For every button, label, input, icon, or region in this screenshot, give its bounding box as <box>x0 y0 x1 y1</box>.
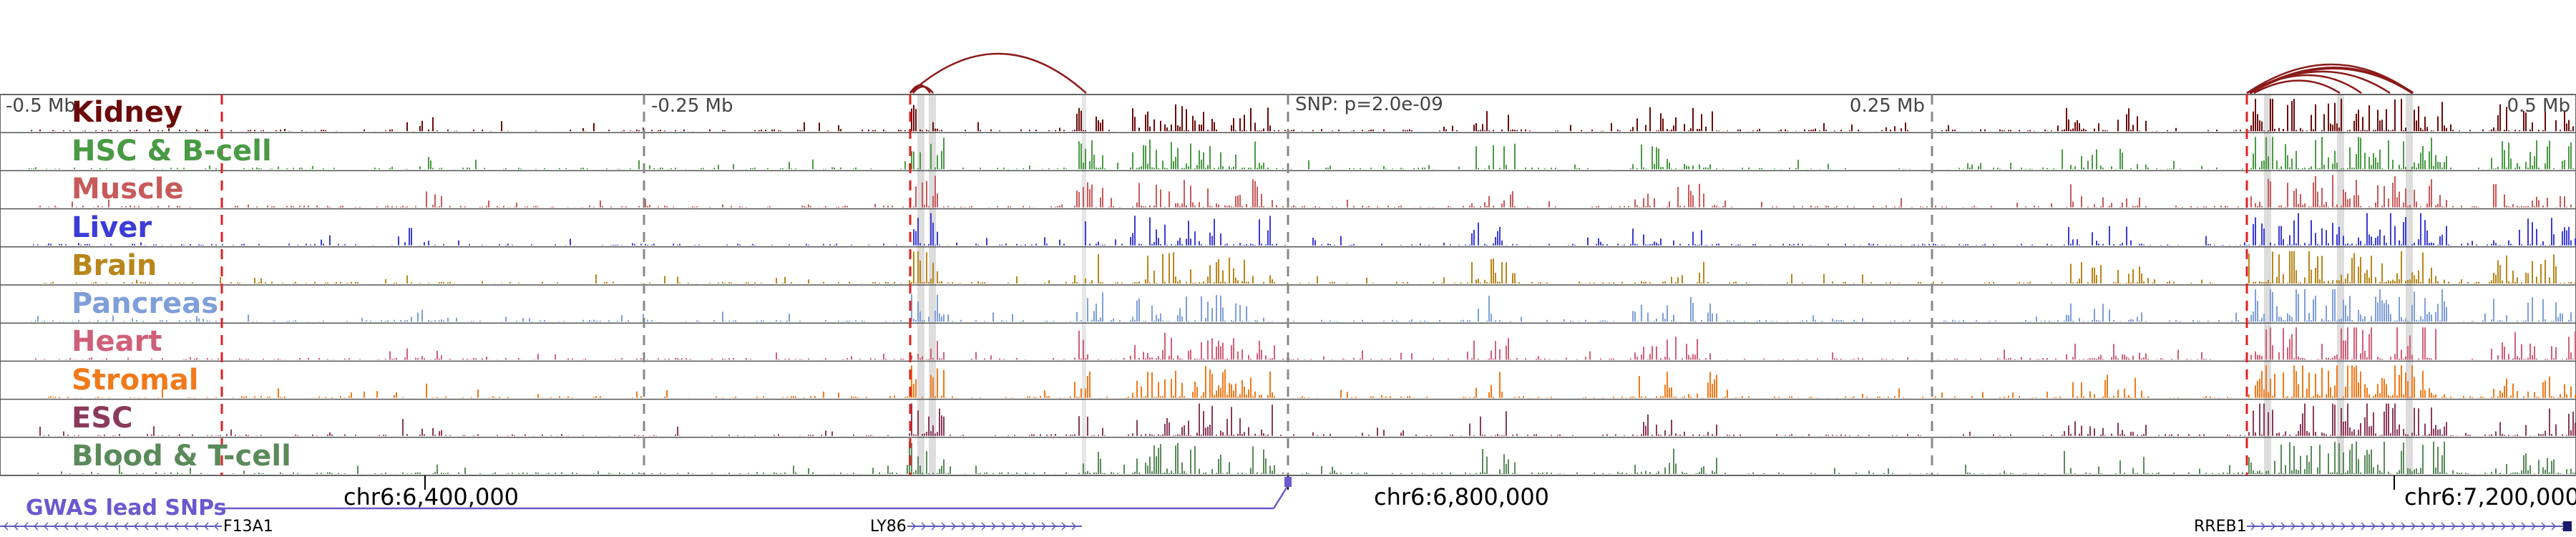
vertical-markers <box>220 95 2248 475</box>
loop-link <box>909 52 1087 94</box>
axis-label-snp: SNP: p=2.0e-09 <box>1295 94 1443 115</box>
coord-label: chr6:6,800,000 <box>1374 483 1549 511</box>
gene-label: RREB1 <box>2194 518 2247 536</box>
gene-structures <box>0 521 2572 531</box>
gene-strand-chevrons <box>911 522 1077 531</box>
axis-label-plus-quarter: 0.25 Mb <box>1850 95 1925 117</box>
gene-strand-chevrons <box>2250 522 2567 531</box>
track-label: Stromal <box>72 364 199 397</box>
loop-link <box>2248 67 2414 95</box>
track-label: Kidney <box>72 96 182 129</box>
track-signal <box>29 441 2576 474</box>
track-signal <box>37 175 2572 208</box>
track-signal <box>33 213 2576 246</box>
coord-label: chr6:7,200,000 <box>2404 483 2576 511</box>
gene-track: F13A1 LY86 RREB1 <box>0 518 2572 536</box>
loop-link <box>909 84 932 94</box>
coord-label: chr6:6,400,000 <box>343 483 519 511</box>
axis-label-left: -0.5 Mb <box>6 95 76 117</box>
loop-link <box>912 85 934 94</box>
gene-exon <box>2563 521 2572 531</box>
track-label: Heart <box>72 325 162 358</box>
gene-label: F13A1 <box>223 518 273 536</box>
track-label: Brain <box>72 249 157 282</box>
track-labels: Kidney HSC & B-cell Muscle Liver Brain P… <box>72 96 291 473</box>
track-label: Muscle <box>72 173 184 205</box>
coordinate-ruler: chr6:6,400,000 chr6:6,800,000 chr6:7,200… <box>343 475 2576 511</box>
loop-links <box>909 52 2414 95</box>
track-label: Liver <box>72 211 152 244</box>
gwas-snp-marker <box>1284 477 1292 487</box>
axis-label-right: 0.5 Mb <box>2507 95 2570 117</box>
track-signal <box>29 327 2576 360</box>
track-label: Pancreas <box>72 287 218 320</box>
gene-strand-chevrons <box>3 522 219 531</box>
track-signal <box>31 289 2576 322</box>
signal-peaks <box>29 99 2576 474</box>
track-label: ESC <box>72 402 133 435</box>
axis-labels: -0.5 Mb -0.25 Mb SNP: p=2.0e-09 0.25 Mb … <box>6 94 2570 117</box>
track-signal <box>42 251 2576 284</box>
gwas-line <box>1272 485 1289 509</box>
axis-label-minus-quarter: -0.25 Mb <box>651 95 733 117</box>
track-label: Blood & T-cell <box>72 440 291 473</box>
track-signal <box>48 365 2576 398</box>
loop-link <box>2253 79 2341 95</box>
track-signal <box>39 403 2576 436</box>
gwas-label: GWAS lead SNPs <box>26 495 226 521</box>
gwas-track: GWAS lead SNPs <box>26 477 1292 521</box>
track-label: HSC & B-cell <box>72 135 272 168</box>
track-signal <box>29 137 2574 170</box>
gene-label: LY86 <box>870 518 907 536</box>
